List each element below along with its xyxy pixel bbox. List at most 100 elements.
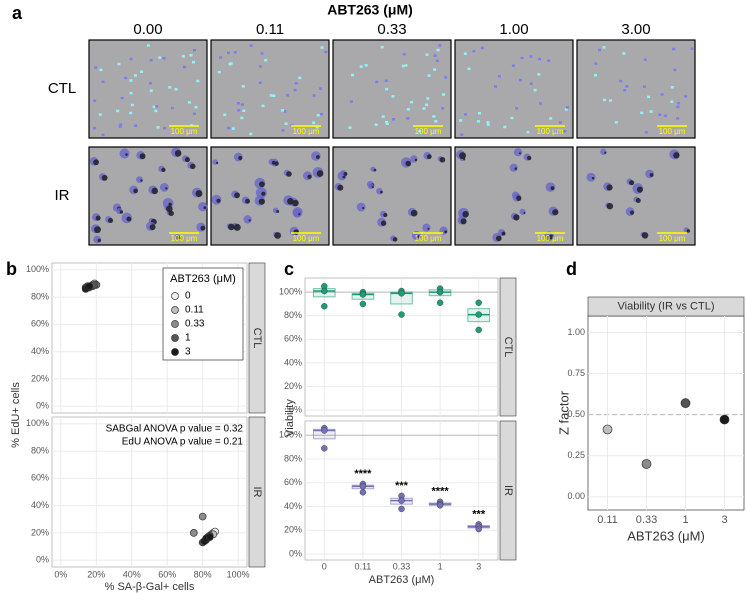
nucleus [427, 74, 431, 77]
nucleus [219, 56, 223, 59]
cell-dark [125, 153, 128, 156]
x-tick-label: 0 [322, 561, 327, 571]
cell-dark [216, 198, 221, 203]
nucleus [281, 129, 285, 132]
nucleus [538, 102, 542, 105]
point [602, 424, 613, 435]
nucleus [182, 65, 186, 69]
y-tick-label: 0% [289, 548, 302, 558]
micrograph [88, 39, 208, 139]
cell [422, 223, 431, 232]
nucleus [283, 110, 287, 113]
significance: *** [472, 508, 486, 520]
nucleus [643, 58, 647, 62]
nucleus [129, 79, 133, 82]
point [436, 502, 444, 509]
y-tick-label: 0.50 [567, 409, 585, 419]
legend-box [162, 267, 244, 361]
x-axis-label: % SA-β-Gal+ cells [105, 581, 195, 593]
y-tick-label: 20% [31, 527, 49, 537]
nucleus [129, 91, 133, 95]
nucleus [625, 85, 629, 88]
x-tick-label: 0% [54, 569, 67, 579]
x-tick-label: 40% [123, 569, 141, 579]
scale-bar-label: 100 μm [293, 234, 320, 243]
nucleus [284, 122, 288, 125]
cell-dark [126, 216, 132, 222]
nucleus [187, 101, 191, 104]
facet-label: Viability (IR vs CTL) [618, 300, 715, 312]
y-axis-label: Z factor [556, 390, 571, 435]
cell-dark [629, 180, 635, 186]
nucleus [563, 129, 567, 133]
cell-dark [519, 152, 522, 155]
point [359, 300, 367, 308]
point [680, 398, 691, 408]
nucleus [217, 70, 221, 74]
y-tick-label: 20% [284, 381, 302, 391]
nucleus [249, 132, 253, 136]
nucleus [226, 51, 230, 55]
nucleus [320, 46, 324, 49]
nucleus [286, 94, 290, 97]
nucleus [101, 80, 105, 84]
nucleus [258, 65, 262, 68]
cell-dark [178, 236, 181, 240]
cell-dark [203, 206, 207, 210]
point [436, 288, 444, 296]
scale-bar-label: 100 μm [659, 234, 686, 243]
nucleus [602, 98, 606, 102]
nucleus [392, 118, 396, 121]
nucleus [658, 113, 662, 116]
nucleus [116, 109, 120, 113]
nucleus [670, 100, 674, 103]
nucleus [425, 103, 429, 107]
y-tick-label: 0% [36, 401, 49, 411]
cell [586, 172, 596, 182]
nucleus [459, 119, 463, 122]
nucleus [364, 64, 368, 67]
significance: **** [354, 468, 372, 480]
point [321, 427, 328, 434]
scale-bar-label: 100 μm [415, 127, 442, 136]
nucleus [129, 111, 133, 115]
cell-dark [93, 159, 99, 166]
nucleus [677, 101, 681, 105]
cell-dark [200, 225, 206, 231]
x-axis-label: ABT263 (μM) [627, 528, 705, 543]
cell [198, 201, 208, 212]
nucleus [149, 89, 153, 92]
legend-label: 0.33 [185, 319, 205, 330]
x-tick-label: 0.33 [636, 514, 657, 526]
y-tick-label: 100% [279, 287, 302, 297]
cell-dark [174, 150, 182, 157]
nucleus [269, 94, 273, 97]
cell-dark [371, 186, 374, 189]
nucleus [192, 48, 196, 52]
point [321, 287, 328, 295]
nucleus [684, 95, 688, 98]
nucleus [241, 85, 245, 88]
point [359, 483, 367, 490]
cell-dark [215, 161, 219, 165]
y-tick-label: 1.00 [567, 327, 585, 337]
cell-dark [258, 198, 265, 205]
panel-bg [587, 315, 745, 511]
nucleus [404, 64, 408, 67]
nucleus [401, 64, 405, 68]
cell-dark [410, 209, 418, 217]
nucleus [436, 48, 440, 52]
nucleus [467, 67, 471, 71]
point [475, 311, 482, 318]
point [359, 489, 367, 496]
nucleus [261, 104, 265, 108]
cell-dark [245, 198, 251, 204]
y-tick-label: 60% [284, 334, 302, 344]
point [189, 529, 198, 537]
x-tick-label: 0.11 [597, 514, 618, 526]
point [321, 303, 328, 310]
panel-letter: c [284, 259, 294, 279]
cell-dark [459, 152, 467, 160]
facet-label: CTL [251, 328, 263, 349]
nucleus [240, 103, 244, 106]
